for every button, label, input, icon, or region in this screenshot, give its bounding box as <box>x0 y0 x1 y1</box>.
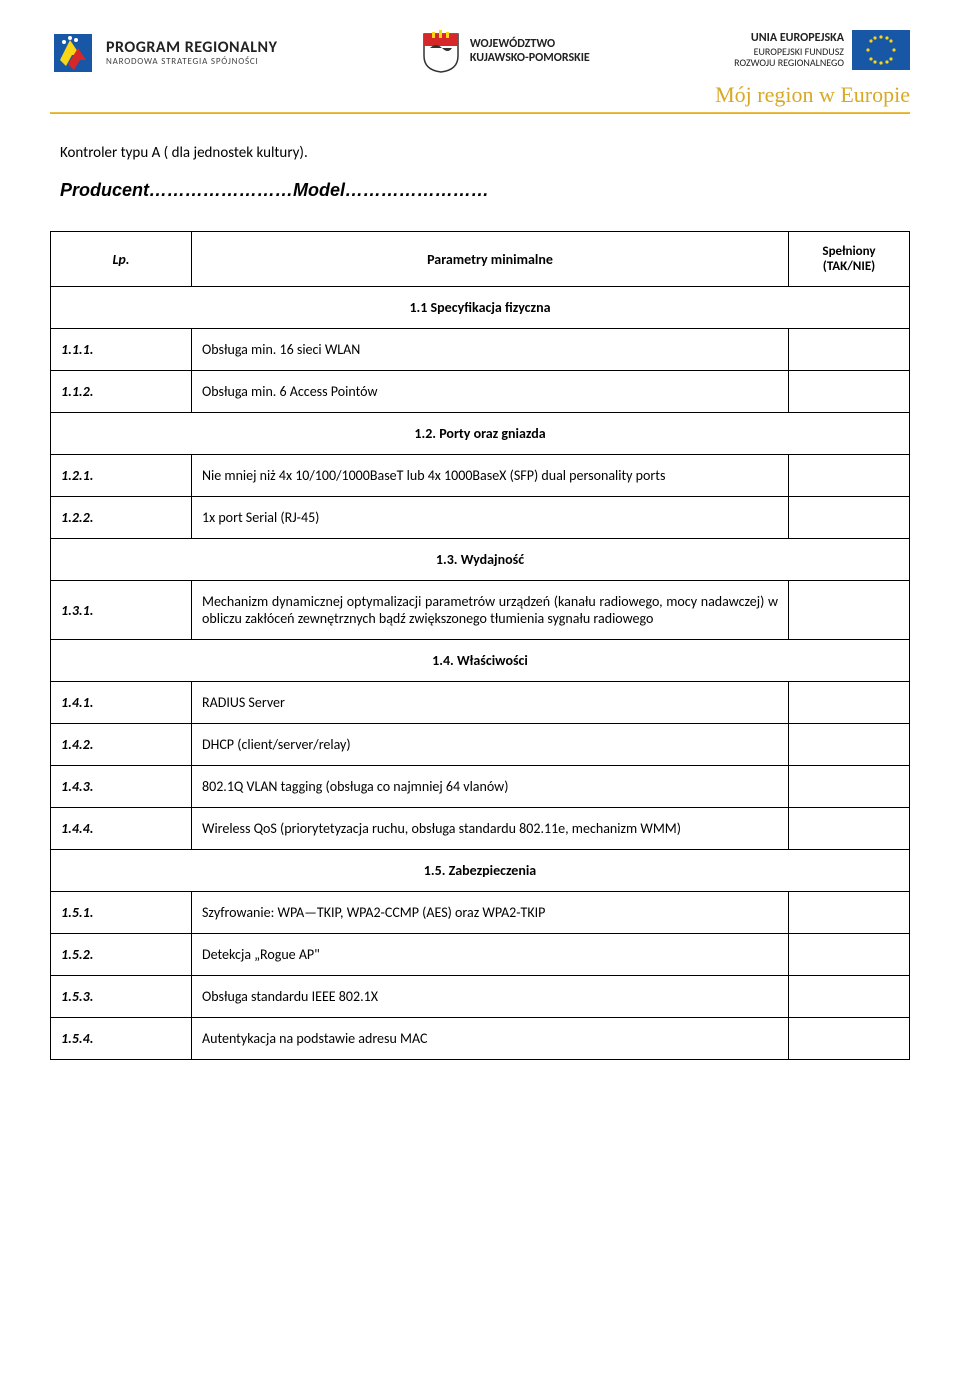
header-logos-row: PROGRAM REGIONALNY NARODOWA STRATEGIA SP… <box>50 30 910 76</box>
table-row: 1.5.2. Detekcja „Rogue AP" <box>51 934 910 976</box>
table-row: 1.5.3. Obsługa standardu IEEE 802.1X <box>51 976 910 1018</box>
header-divider <box>50 112 910 114</box>
section-title-row: 1.1 Specyfikacja fizyczna <box>51 287 910 329</box>
section-title-row: 1.4. Właściwości <box>51 640 910 682</box>
section-title: 1.1 Specyfikacja fizyczna <box>51 287 910 329</box>
producent-model-line: Producent……………………Model…………………… <box>60 180 910 201</box>
program-regionalny-subtitle: NARODOWA STRATEGIA SPÓJNOŚCI <box>106 57 277 67</box>
table-row: 1.2.2. 1x port Serial (RJ-45) <box>51 497 910 539</box>
table-row: 1.3.1. Mechanizm dynamicznej optymalizac… <box>51 581 910 640</box>
row-param: Autentykacja na podstawie adresu MAC <box>192 1018 789 1060</box>
row-number: 1.2.1. <box>51 455 192 497</box>
program-regionalny-title: PROGRAM REGIONALNY <box>106 39 277 57</box>
row-param: Obsługa min. 6 Access Pointów <box>192 371 789 413</box>
row-spelniony[interactable] <box>789 497 910 539</box>
row-number: 1.4.3. <box>51 766 192 808</box>
row-spelniony[interactable] <box>789 682 910 724</box>
row-number: 1.1.1. <box>51 329 192 371</box>
row-number: 1.5.2. <box>51 934 192 976</box>
row-number: 1.2.2. <box>51 497 192 539</box>
row-spelniony[interactable] <box>789 581 910 640</box>
row-spelniony[interactable] <box>789 976 910 1018</box>
row-spelniony[interactable] <box>789 892 910 934</box>
table-row: 1.1.1. Obsługa min. 16 sieci WLAN <box>51 329 910 371</box>
table-row: 1.4.3. 802.1Q VLAN tagging (obsługa co n… <box>51 766 910 808</box>
intro-text: Kontroler typu A ( dla jednostek kultury… <box>60 144 910 162</box>
row-param: Mechanizm dynamicznej optymalizacji para… <box>192 581 789 640</box>
section-title: 1.5. Zabezpieczenia <box>51 850 910 892</box>
row-number: 1.4.1. <box>51 682 192 724</box>
header-spelniony: Spełniony (TAK/NIE) <box>789 232 910 287</box>
program-regionalny-block: PROGRAM REGIONALNY NARODOWA STRATEGIA SP… <box>50 30 277 76</box>
row-spelniony[interactable] <box>789 371 910 413</box>
row-param: Szyfrowanie: WPA—TKIP, WPA2-CCMP (AES) o… <box>192 892 789 934</box>
table-row: 1.4.2. DHCP (client/server/relay) <box>51 724 910 766</box>
wojewodztwo-line1: WOJEWÓDZTWO <box>470 38 590 52</box>
table-row: 1.4.1. RADIUS Server <box>51 682 910 724</box>
slogan-row: Mój region w Europie <box>50 82 910 108</box>
spec-table: Lp. Parametry minimalne Spełniony (TAK/N… <box>50 231 910 1060</box>
eu-flag-logo <box>852 30 910 70</box>
row-number: 1.5.1. <box>51 892 192 934</box>
wojewodztwo-block: WOJEWÓDZTWO KUJAWSKO-POMORSKIE <box>422 30 590 74</box>
table-row: 1.1.2. Obsługa min. 6 Access Pointów <box>51 371 910 413</box>
eu-title: UNIA EUROPEJSKA <box>734 32 844 45</box>
section-title: 1.4. Właściwości <box>51 640 910 682</box>
row-spelniony[interactable] <box>789 329 910 371</box>
header-param: Parametry minimalne <box>192 232 789 287</box>
row-param: DHCP (client/server/relay) <box>192 724 789 766</box>
row-param: Detekcja „Rogue AP" <box>192 934 789 976</box>
slogan-text: Mój region w Europie <box>715 82 910 107</box>
section-title-row: 1.2. Porty oraz gniazda <box>51 413 910 455</box>
row-spelniony[interactable] <box>789 455 910 497</box>
row-number: 1.5.4. <box>51 1018 192 1060</box>
row-number: 1.4.2. <box>51 724 192 766</box>
row-param: 802.1Q VLAN tagging (obsługa co najmniej… <box>192 766 789 808</box>
table-row: 1.5.1. Szyfrowanie: WPA—TKIP, WPA2-CCMP … <box>51 892 910 934</box>
row-param: 1x port Serial (RJ-45) <box>192 497 789 539</box>
row-number: 1.5.3. <box>51 976 192 1018</box>
table-row: 1.2.1. Nie mniej niż 4x 10/100/1000BaseT… <box>51 455 910 497</box>
row-spelniony[interactable] <box>789 934 910 976</box>
section-title-row: 1.5. Zabezpieczenia <box>51 850 910 892</box>
wojewodztwo-logo <box>422 30 460 74</box>
row-param: Nie mniej niż 4x 10/100/1000BaseT lub 4x… <box>192 455 789 497</box>
section-title: 1.3. Wydajność <box>51 539 910 581</box>
row-spelniony[interactable] <box>789 808 910 850</box>
program-regionalny-logo <box>50 30 96 76</box>
row-param: RADIUS Server <box>192 682 789 724</box>
table-row: 1.5.4. Autentykacja na podstawie adresu … <box>51 1018 910 1060</box>
row-number: 1.4.4. <box>51 808 192 850</box>
row-param: Obsługa standardu IEEE 802.1X <box>192 976 789 1018</box>
eu-line2: EUROPEJSKI FUNDUSZ <box>734 46 844 57</box>
row-spelniony[interactable] <box>789 766 910 808</box>
row-number: 1.1.2. <box>51 371 192 413</box>
row-spelniony[interactable] <box>789 724 910 766</box>
eu-line3: ROZWOJU REGIONALNEGO <box>734 57 844 68</box>
section-title-row: 1.3. Wydajność <box>51 539 910 581</box>
table-row: 1.4.4. Wireless QoS (priorytetyzacja ruc… <box>51 808 910 850</box>
section-title: 1.2. Porty oraz gniazda <box>51 413 910 455</box>
row-param: Obsługa min. 16 sieci WLAN <box>192 329 789 371</box>
row-number: 1.3.1. <box>51 581 192 640</box>
table-header-row: Lp. Parametry minimalne Spełniony (TAK/N… <box>51 232 910 287</box>
wojewodztwo-line2: KUJAWSKO-POMORSKIE <box>470 52 590 66</box>
row-spelniony[interactable] <box>789 1018 910 1060</box>
eu-block: UNIA EUROPEJSKA EUROPEJSKI FUNDUSZ ROZWO… <box>734 30 910 70</box>
header-lp: Lp. <box>51 232 192 287</box>
row-param: Wireless QoS (priorytetyzacja ruchu, obs… <box>192 808 789 850</box>
